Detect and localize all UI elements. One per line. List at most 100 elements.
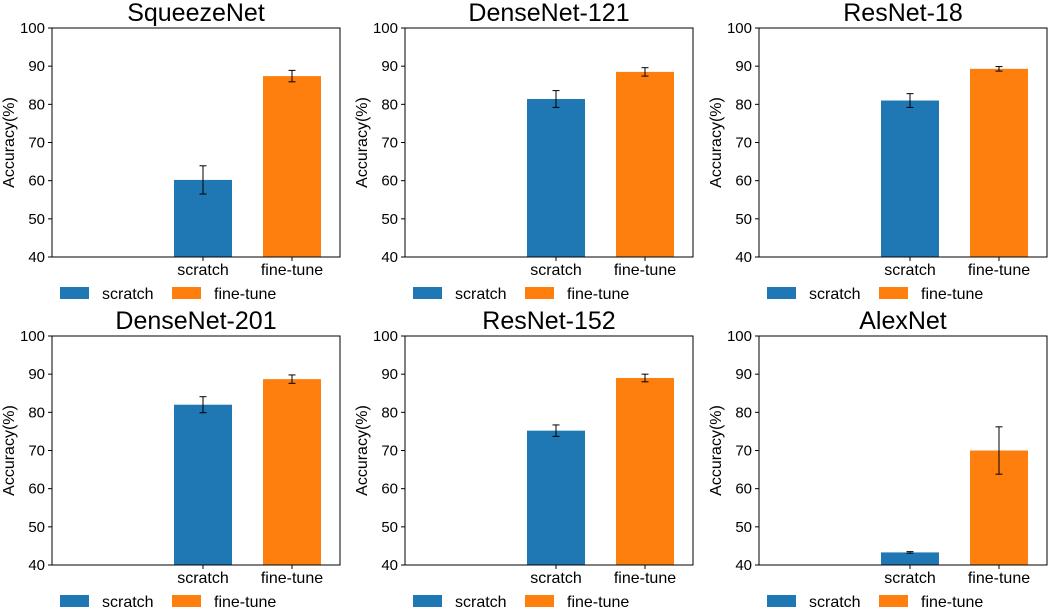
y-tick-label: 90	[381, 58, 398, 75]
bar-fine-tune	[263, 76, 321, 257]
y-tick-label: 50	[381, 519, 398, 536]
y-axis-label: Accuracy(%)	[354, 97, 371, 188]
x-tick-label: fine-tune	[614, 262, 676, 279]
bar-fine-tune	[616, 377, 674, 565]
y-tick-label: 50	[28, 211, 45, 228]
x-tick-label: fine-tune	[261, 570, 323, 587]
x-tick-label: scratch	[530, 262, 582, 279]
y-tick-label: 100	[20, 20, 45, 37]
y-tick-label: 60	[381, 173, 398, 190]
y-tick-label: 90	[28, 366, 45, 383]
y-tick-label: 40	[735, 249, 752, 266]
chart-title: ResNet-152	[482, 307, 615, 335]
bar-scratch	[174, 404, 232, 565]
bar-fine-tune	[970, 68, 1028, 257]
legend-label: scratch	[455, 286, 507, 303]
y-tick-label: 100	[20, 328, 45, 345]
bar-scratch	[881, 100, 939, 258]
y-tick-label: 40	[735, 557, 752, 574]
chart-title: ResNet-18	[843, 0, 963, 27]
chart-title: SqueezeNet	[127, 0, 265, 27]
x-tick-label: scratch	[884, 570, 936, 587]
legend-swatch-scratch	[413, 287, 442, 299]
legend-label: fine-tune	[921, 594, 983, 608]
legend-swatch-fine-tune	[172, 287, 201, 299]
y-tick-label: 60	[28, 173, 45, 190]
legend-label: fine-tune	[921, 286, 983, 303]
y-tick-label: 40	[28, 557, 45, 574]
y-tick-label: 40	[381, 249, 398, 266]
y-tick-label: 70	[28, 135, 45, 152]
y-tick-label: 80	[735, 404, 752, 421]
legend-swatch-scratch	[413, 595, 442, 607]
y-tick-label: 70	[28, 443, 45, 460]
x-tick-label: scratch	[884, 262, 936, 279]
subplot-3: ResNet-18 scratch fine-tune 40 50 60 70 80 90 100…	[708, 0, 1048, 303]
legend-swatch-fine-tune	[525, 287, 554, 299]
subplot-6: AlexNet scratch fine-tune 40 50 60 70 80 90 100 Ac…	[708, 307, 1048, 608]
y-tick-label: 80	[381, 96, 398, 113]
subplot-2: DenseNet-121 scratch fine-tune 40 50 60 70 80 90…	[354, 0, 694, 303]
y-tick-label: 70	[381, 443, 398, 460]
legend-label: fine-tune	[567, 286, 629, 303]
y-tick-label: 40	[381, 557, 398, 574]
y-tick-label: 80	[28, 404, 45, 421]
chart-title: DenseNet-121	[468, 0, 629, 27]
y-tick-label: 100	[373, 328, 398, 345]
y-tick-label: 80	[28, 96, 45, 113]
y-tick-label: 90	[28, 58, 45, 75]
x-tick-label: fine-tune	[614, 570, 676, 587]
legend-label: fine-tune	[567, 594, 629, 608]
legend-swatch-scratch	[767, 287, 796, 299]
x-tick-label: scratch	[177, 570, 229, 587]
legend-swatch-scratch	[60, 287, 89, 299]
legend-swatch-fine-tune	[172, 595, 201, 607]
chart-title: AlexNet	[859, 307, 947, 335]
bar-scratch	[527, 430, 585, 565]
subplot-1: SqueezeNet scratch fine-tune 40 50 60 70 80 90 10…	[1, 0, 341, 303]
x-tick-label: scratch	[530, 570, 582, 587]
y-tick-label: 70	[735, 443, 752, 460]
legend-swatch-scratch	[60, 595, 89, 607]
y-tick-label: 90	[381, 366, 398, 383]
y-tick-label: 90	[735, 366, 752, 383]
legend-label: fine-tune	[214, 286, 276, 303]
y-axis-label: Accuracy(%)	[708, 405, 725, 496]
legend-swatch-fine-tune	[879, 287, 908, 299]
y-tick-label: 100	[727, 20, 752, 37]
y-tick-label: 50	[28, 519, 45, 536]
y-tick-label: 90	[735, 58, 752, 75]
legend-label: scratch	[455, 594, 507, 608]
subplot-5: ResNet-152 scratch fine-tune 40 50 60 70 80 90 10…	[354, 307, 694, 608]
y-tick-label: 40	[28, 249, 45, 266]
x-tick-label: scratch	[177, 262, 229, 279]
legend-swatch-fine-tune	[879, 595, 908, 607]
bar-fine-tune	[263, 379, 321, 565]
y-tick-label: 70	[735, 135, 752, 152]
y-tick-label: 50	[735, 519, 752, 536]
bar-fine-tune	[616, 71, 674, 258]
x-tick-label: fine-tune	[261, 262, 323, 279]
y-axis-label: Accuracy(%)	[708, 97, 725, 188]
y-tick-label: 100	[373, 20, 398, 37]
x-tick-label: fine-tune	[968, 570, 1030, 587]
y-tick-label: 80	[381, 404, 398, 421]
y-axis-label: Accuracy(%)	[354, 405, 371, 496]
y-tick-label: 60	[381, 481, 398, 498]
legend-label: fine-tune	[214, 594, 276, 608]
y-tick-label: 60	[28, 481, 45, 498]
y-tick-label: 80	[735, 96, 752, 113]
y-tick-label: 60	[735, 173, 752, 190]
subplot-4: DenseNet-201 scratch fine-tune 40 50 60 70 80 90…	[1, 307, 341, 608]
legend-label: scratch	[809, 594, 861, 608]
y-axis-label: Accuracy(%)	[1, 405, 18, 496]
legend-swatch-scratch	[767, 595, 796, 607]
y-tick-label: 70	[381, 135, 398, 152]
legend-swatch-fine-tune	[525, 595, 554, 607]
legend-label: scratch	[809, 286, 861, 303]
y-tick-label: 100	[727, 328, 752, 345]
y-tick-label: 50	[735, 211, 752, 228]
chart-title: DenseNet-201	[115, 307, 276, 335]
legend-label: scratch	[102, 286, 154, 303]
